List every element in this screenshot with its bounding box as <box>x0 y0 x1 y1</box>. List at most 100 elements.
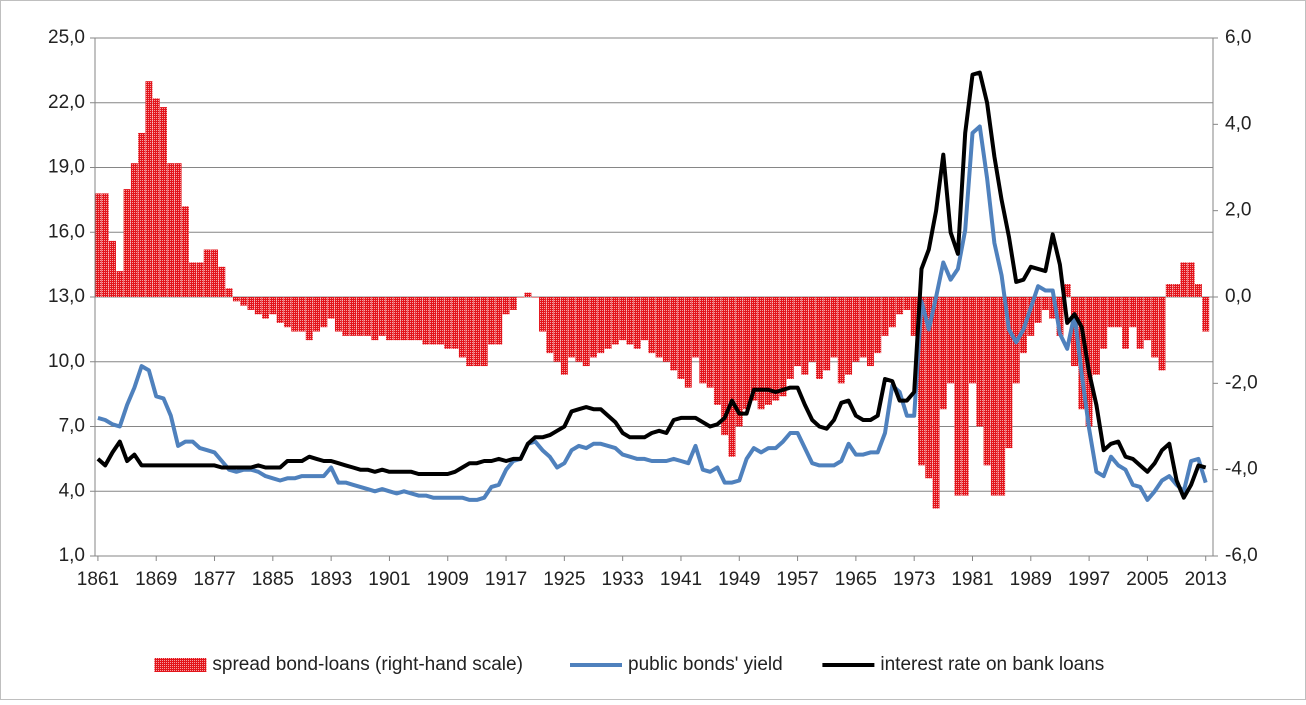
bar <box>1202 297 1210 332</box>
bar <box>954 297 962 496</box>
bar <box>772 297 780 401</box>
y-tick-label: 19,0 <box>48 157 85 178</box>
bar <box>1049 297 1057 319</box>
x-tick-label: 1893 <box>310 569 352 590</box>
bar <box>837 297 845 384</box>
bar <box>232 297 240 302</box>
bar <box>1114 297 1122 328</box>
bar <box>641 297 648 341</box>
bar <box>1034 297 1042 323</box>
bar <box>495 297 503 345</box>
bar <box>473 297 481 367</box>
legend-label: interest rate on bank loans <box>880 654 1104 675</box>
bar <box>509 297 517 310</box>
bar <box>961 297 969 496</box>
bar <box>976 297 984 427</box>
legend-label: spread bond-loans (right-hand scale) <box>212 654 523 675</box>
bar <box>539 297 546 332</box>
bar <box>1056 297 1064 336</box>
x-tick-label: 1917 <box>485 569 527 590</box>
bar <box>364 297 372 336</box>
line-series <box>96 70 1207 500</box>
x-tick-label: 1981 <box>951 569 993 590</box>
bar <box>298 297 306 332</box>
bar <box>568 297 576 358</box>
bar <box>276 297 284 323</box>
bar <box>626 297 634 345</box>
bar <box>211 249 218 297</box>
bar <box>881 297 889 336</box>
bar <box>1151 297 1159 358</box>
bar <box>385 297 393 341</box>
bar <box>866 297 874 367</box>
bar <box>371 297 379 341</box>
legend-label: public bonds' yield <box>628 654 783 675</box>
y-tick-label: 25,0 <box>48 27 85 48</box>
bar <box>794 297 802 367</box>
bar <box>1122 297 1130 349</box>
bar <box>845 297 853 375</box>
bar <box>582 297 590 367</box>
line-series <box>97 124 1208 502</box>
bar <box>269 297 277 315</box>
bar <box>1078 297 1086 410</box>
bar <box>138 132 146 297</box>
bar <box>553 297 561 362</box>
y-tick-label: 1,0 <box>59 545 85 566</box>
bar <box>1158 297 1166 371</box>
bar <box>852 297 860 362</box>
bar <box>910 297 918 336</box>
y-tick-label: 7,0 <box>59 416 85 437</box>
y2-tick-label: -2,0 <box>1225 372 1258 393</box>
bar <box>947 297 955 384</box>
bar <box>808 297 816 362</box>
y2-tick-label: 0,0 <box>1225 286 1251 307</box>
bar <box>699 297 707 384</box>
x-tick-label: 1989 <box>1010 569 1052 590</box>
bar <box>721 297 729 436</box>
bar <box>415 297 423 341</box>
x-tick-label: 1957 <box>776 569 818 590</box>
x-tick-label: 1901 <box>368 569 410 590</box>
bar <box>262 297 270 319</box>
bar <box>196 262 204 297</box>
bar <box>1107 297 1115 328</box>
bar <box>859 297 867 358</box>
bar <box>815 297 823 380</box>
bar <box>662 297 670 362</box>
bar <box>313 297 321 332</box>
bar <box>903 297 911 310</box>
bar <box>684 297 692 388</box>
bar <box>451 297 459 349</box>
bar <box>990 297 998 496</box>
bar <box>604 297 612 349</box>
bar <box>101 193 109 297</box>
bar <box>130 163 138 297</box>
bar <box>633 297 641 349</box>
bar <box>743 297 751 410</box>
bar <box>764 297 772 405</box>
x-tick-label: 1869 <box>135 569 177 590</box>
bar <box>735 297 743 427</box>
bar <box>983 297 991 466</box>
bar <box>597 297 605 354</box>
bar <box>1071 297 1078 367</box>
bar <box>1041 297 1049 310</box>
bar <box>670 297 678 371</box>
x-tick-label: 1997 <box>1068 569 1110 590</box>
bar <box>480 297 488 367</box>
bar <box>517 297 525 298</box>
y2-tick-label: -6,0 <box>1225 545 1258 566</box>
bar <box>181 206 189 297</box>
bar <box>728 297 736 457</box>
bar <box>1173 284 1181 297</box>
bar <box>932 297 940 509</box>
bar <box>218 266 226 297</box>
bar <box>692 297 700 358</box>
x-tick-label: 1933 <box>602 569 644 590</box>
bar <box>1136 297 1144 349</box>
bar <box>152 98 160 297</box>
bar <box>174 163 182 297</box>
bar <box>779 297 787 397</box>
bar <box>1100 297 1108 349</box>
